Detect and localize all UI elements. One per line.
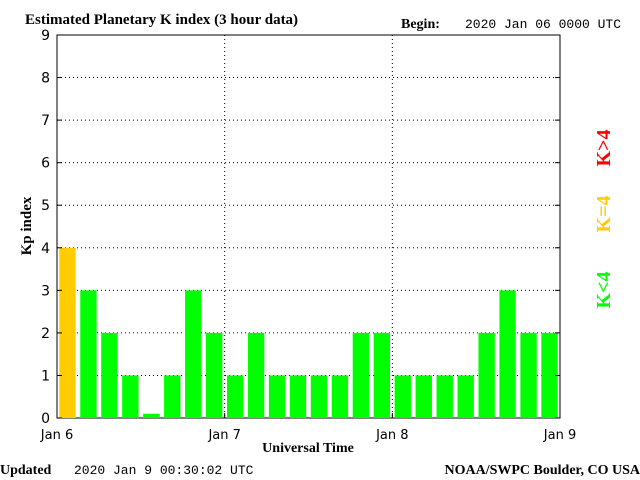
x-tick-label: Jan 7 bbox=[207, 428, 240, 443]
kp-bar bbox=[164, 375, 181, 418]
y-ticks: 0 1 2 3 4 5 6 7 8 9 bbox=[41, 28, 560, 427]
legend-k-equal-4: K=4 bbox=[593, 196, 615, 233]
kp-bar bbox=[331, 375, 349, 418]
kp-bar bbox=[226, 375, 244, 418]
x-axis-label: Universal Time bbox=[262, 441, 354, 456]
y-axis-label: Kp index bbox=[19, 196, 35, 255]
chart-title: Estimated Planetary K index (3 hour data… bbox=[25, 12, 298, 28]
updated-value: 2020 Jan 9 00:30:02 UTC bbox=[74, 463, 254, 478]
y-tick-label: 5 bbox=[41, 198, 50, 214]
kp-bar bbox=[185, 290, 202, 418]
kp-bar bbox=[206, 332, 223, 418]
x-tick-label: Jan 8 bbox=[375, 428, 408, 443]
kp-bar bbox=[520, 332, 537, 418]
y-tick-label: 0 bbox=[41, 411, 50, 427]
x-tick-label: Jan 9 bbox=[543, 428, 576, 443]
kp-bar bbox=[310, 375, 328, 418]
kp-bar bbox=[143, 413, 160, 418]
x-tick-label: Jan 6 bbox=[40, 428, 73, 443]
kp-bar bbox=[59, 247, 76, 418]
kp-bar bbox=[268, 375, 286, 418]
y-tick-label: 3 bbox=[41, 283, 50, 299]
kp-bar bbox=[80, 290, 97, 418]
kp-bar bbox=[122, 375, 139, 418]
plot-area: 0 1 2 3 4 5 6 7 8 9 Jan 6 Jan 7 Jan 8 Jan 9 bbox=[40, 28, 576, 443]
begin-value: 2020 Jan 06 0000 UTC bbox=[465, 17, 621, 32]
legend: K<4 K=4 K>4 bbox=[593, 130, 615, 309]
plot-border bbox=[56, 34, 561, 419]
kp-bar bbox=[415, 375, 432, 418]
kp-bar bbox=[247, 332, 265, 418]
bars bbox=[59, 247, 558, 418]
y-tick-label: 8 bbox=[41, 71, 50, 87]
kp-bar bbox=[457, 375, 474, 418]
y-tick-label: 6 bbox=[41, 156, 50, 172]
kp-bar bbox=[289, 375, 307, 418]
y-tick-label: 4 bbox=[41, 241, 50, 257]
kp-bar bbox=[352, 332, 370, 418]
y-tick-label: 7 bbox=[41, 113, 50, 129]
kp-bar bbox=[541, 332, 558, 418]
kp-bar bbox=[101, 332, 118, 418]
kp-bar bbox=[478, 332, 495, 418]
kp-bar bbox=[499, 290, 516, 418]
kp-bar bbox=[394, 375, 411, 418]
credit-text: NOAA/SWPC Boulder, CO USA bbox=[444, 463, 640, 478]
begin-label: Begin: bbox=[401, 17, 440, 32]
y-tick-label: 2 bbox=[41, 326, 50, 342]
kp-bar bbox=[373, 332, 391, 418]
y-tick-label: 9 bbox=[41, 28, 50, 44]
kp-bar bbox=[436, 375, 453, 418]
legend-k-greater-4: K>4 bbox=[593, 130, 615, 167]
y-tick-label: 1 bbox=[41, 368, 50, 384]
x-ticks: Jan 6 Jan 7 Jan 8 Jan 9 bbox=[40, 413, 576, 443]
legend-k-less-4: K<4 bbox=[593, 272, 615, 309]
updated-label: Updated bbox=[0, 463, 52, 478]
